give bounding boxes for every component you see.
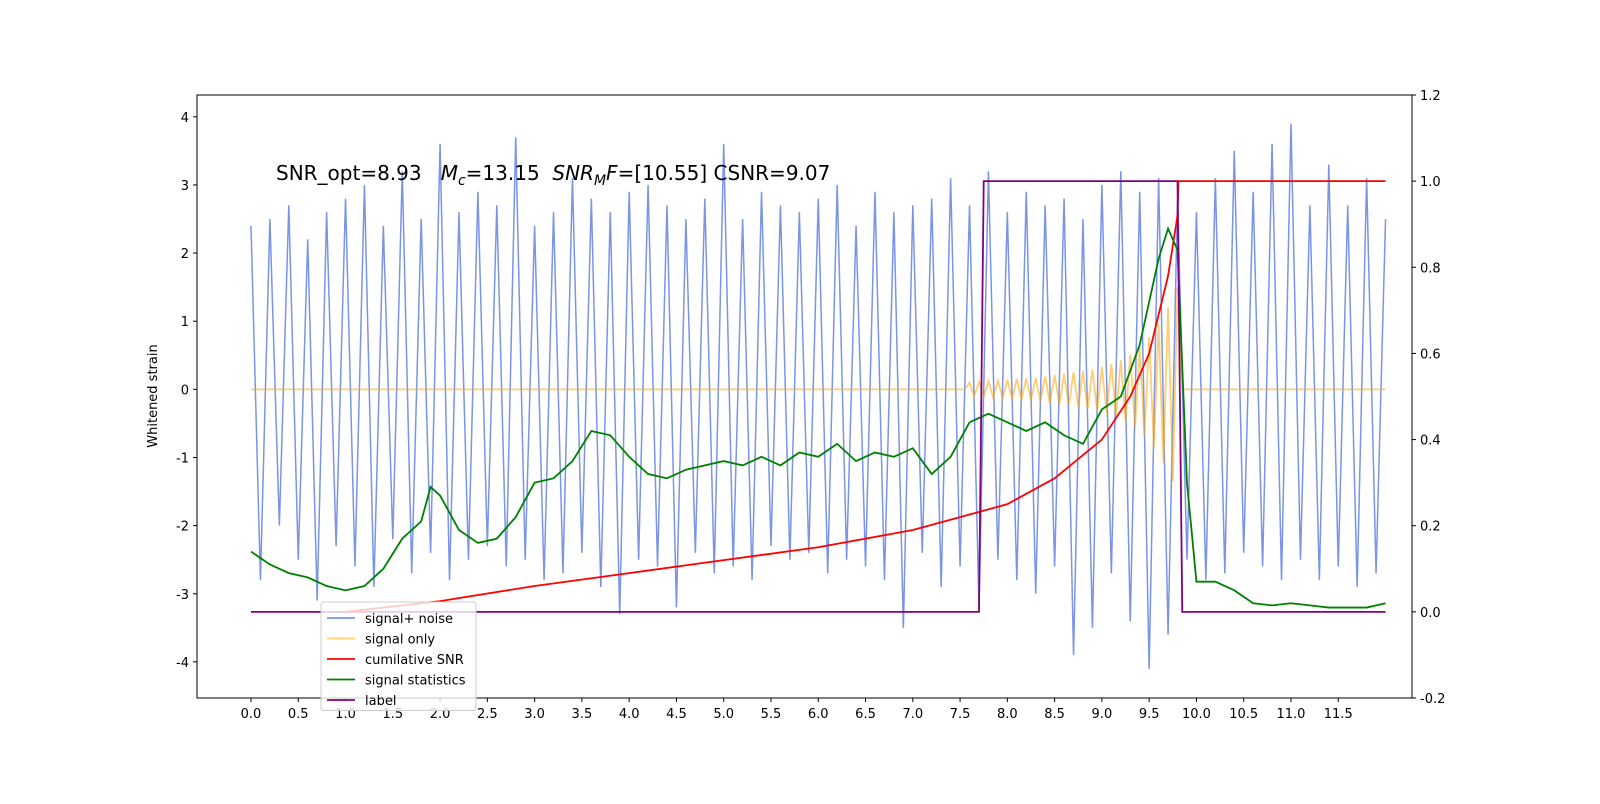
y-tick-label: 2 (181, 247, 189, 262)
y2-tick-label: 0.0 (1420, 606, 1441, 621)
x-tick-label: 0.5 (288, 707, 309, 722)
series-line (250, 287, 1386, 482)
y-tick-label: -2 (176, 520, 189, 535)
annotation-part: M (441, 161, 458, 185)
y2-tick-label: 1.0 (1420, 175, 1441, 190)
series-line (345, 180, 1386, 613)
y2-tick-label: 0.2 (1420, 520, 1441, 535)
y-tick-label: -3 (176, 588, 189, 603)
legend-frame (320, 601, 477, 711)
annotation: SNR_opt=8.93 Mc=13.15 SNRMF=[10.55] CSNR… (276, 161, 830, 189)
x-tick-label: 4.5 (666, 707, 687, 722)
y2-tick-label: 0.6 (1420, 347, 1441, 362)
y-tick-label: -4 (176, 656, 189, 671)
y2-tick-label: 0.4 (1420, 434, 1441, 449)
y2-tick-label: 0.8 (1420, 261, 1441, 276)
legend-label: cumilative SNR (365, 653, 464, 668)
x-tick-label: 5.0 (713, 707, 734, 722)
x-tick-label: 9.5 (1139, 707, 1160, 722)
x-tick-label: 3.5 (572, 707, 593, 722)
legend: signal+ noise signal only cumilative SNR si… (320, 601, 477, 711)
x-tick-label: 10.5 (1229, 707, 1258, 722)
y2-tick-label: -0.2 (1420, 692, 1445, 707)
annotation-part: c (458, 173, 466, 189)
series-line (250, 225, 1386, 609)
legend-label: signal only (365, 633, 435, 648)
x-tick-label: 9.0 (1092, 707, 1113, 722)
x-tick-label: 11.0 (1277, 707, 1306, 722)
y-tick-label: 4 (181, 111, 189, 126)
series-line (250, 123, 1387, 669)
x-tick-label: 7.5 (950, 707, 971, 722)
y-axis-label: Whitened strain (146, 344, 161, 447)
x-tick-label: 8.5 (1044, 707, 1065, 722)
x-tick-label: 6.0 (808, 707, 829, 722)
legend-label: signal statistics (365, 674, 466, 689)
x-tick-label: 7.0 (902, 707, 923, 722)
annotation-part: SNR (552, 161, 594, 185)
x-tick-label: 11.5 (1324, 707, 1353, 722)
annotation-part: SNR_opt=8.93 (276, 161, 441, 185)
annotation-part: =13.15 (466, 161, 553, 185)
x-tick-label: 2.5 (477, 707, 498, 722)
x-tick-label: 5.5 (761, 707, 782, 722)
legend-label: signal+ noise (365, 612, 453, 627)
y-tick-label: 1 (181, 315, 189, 330)
annotation-part: M (594, 173, 606, 189)
annotation-part: F (606, 161, 618, 185)
y2-tick-label: 1.2 (1420, 89, 1441, 104)
x-tick-label: 8.0 (997, 707, 1018, 722)
annotation-part: =[10.55] CSNR=9.07 (618, 161, 831, 185)
y-tick-label: 3 (181, 179, 189, 194)
x-tick-label: 4.0 (619, 707, 640, 722)
x-tick-label: 0.0 (241, 707, 262, 722)
series-line (250, 180, 1386, 613)
x-tick-label: 10.0 (1182, 707, 1211, 722)
plot-frame (196, 94, 1413, 699)
legend-label: label (365, 694, 396, 709)
y-tick-label: -1 (176, 451, 189, 466)
y-tick-label: 0 (181, 383, 189, 398)
x-tick-label: 6.5 (855, 707, 876, 722)
x-tick-label: 3.0 (524, 707, 545, 722)
